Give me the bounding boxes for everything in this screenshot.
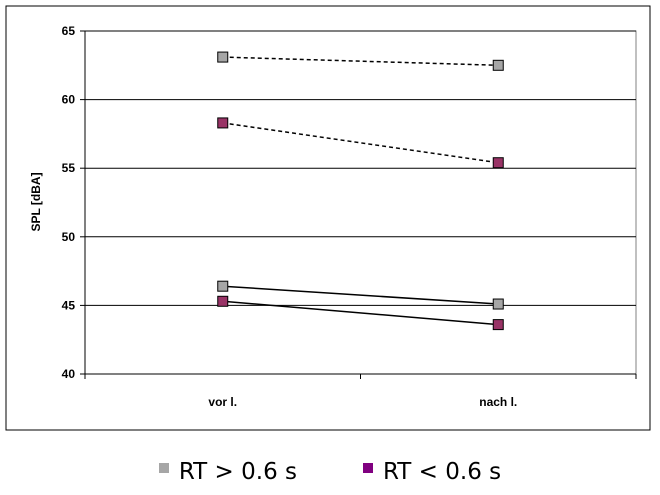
y-tick-label: 60 bbox=[62, 93, 76, 107]
legend: RT > 0.6 s RT < 0.6 s bbox=[0, 452, 660, 492]
chart: 40 45 50 55 60 65 vor l. nach l. SPL [dBA] bbox=[5, 5, 651, 431]
data-point bbox=[217, 280, 229, 292]
y-tick-label: 45 bbox=[62, 298, 76, 312]
legend-label: RT < 0.6 s bbox=[383, 459, 502, 485]
data-point bbox=[217, 51, 229, 63]
data-point bbox=[217, 295, 229, 307]
data-point bbox=[492, 59, 504, 71]
x-ticks: vor l. nach l. bbox=[84, 374, 637, 409]
series-lines bbox=[222, 56, 499, 326]
y-ticks: 40 45 50 55 60 65 bbox=[62, 24, 85, 381]
plot-area bbox=[84, 30, 637, 375]
series-line bbox=[222, 122, 499, 164]
y-tick-label: 55 bbox=[62, 161, 76, 175]
gridlines bbox=[85, 30, 636, 306]
legend-swatch-purple bbox=[363, 463, 373, 473]
series-line bbox=[222, 300, 499, 326]
y-tick-label: 40 bbox=[62, 367, 76, 381]
series-line bbox=[222, 285, 499, 305]
data-point bbox=[492, 157, 504, 169]
y-tick-label: 65 bbox=[62, 24, 76, 38]
y-tick-label: 50 bbox=[62, 230, 76, 244]
x-tick-label: vor l. bbox=[208, 395, 237, 409]
y-axis-title: SPL [dBA] bbox=[29, 172, 43, 231]
x-tick-label: nach l. bbox=[479, 395, 517, 409]
legend-label: RT > 0.6 s bbox=[178, 459, 297, 485]
series-line bbox=[222, 56, 499, 67]
legend-swatch-gray bbox=[158, 463, 169, 473]
data-point bbox=[492, 298, 504, 310]
series-points bbox=[217, 51, 504, 331]
legend-entry-rt-high: RT > 0.6 s bbox=[158, 458, 297, 486]
data-point bbox=[217, 117, 229, 129]
legend-entry-rt-low: RT < 0.6 s bbox=[363, 458, 501, 486]
data-point bbox=[492, 319, 504, 331]
